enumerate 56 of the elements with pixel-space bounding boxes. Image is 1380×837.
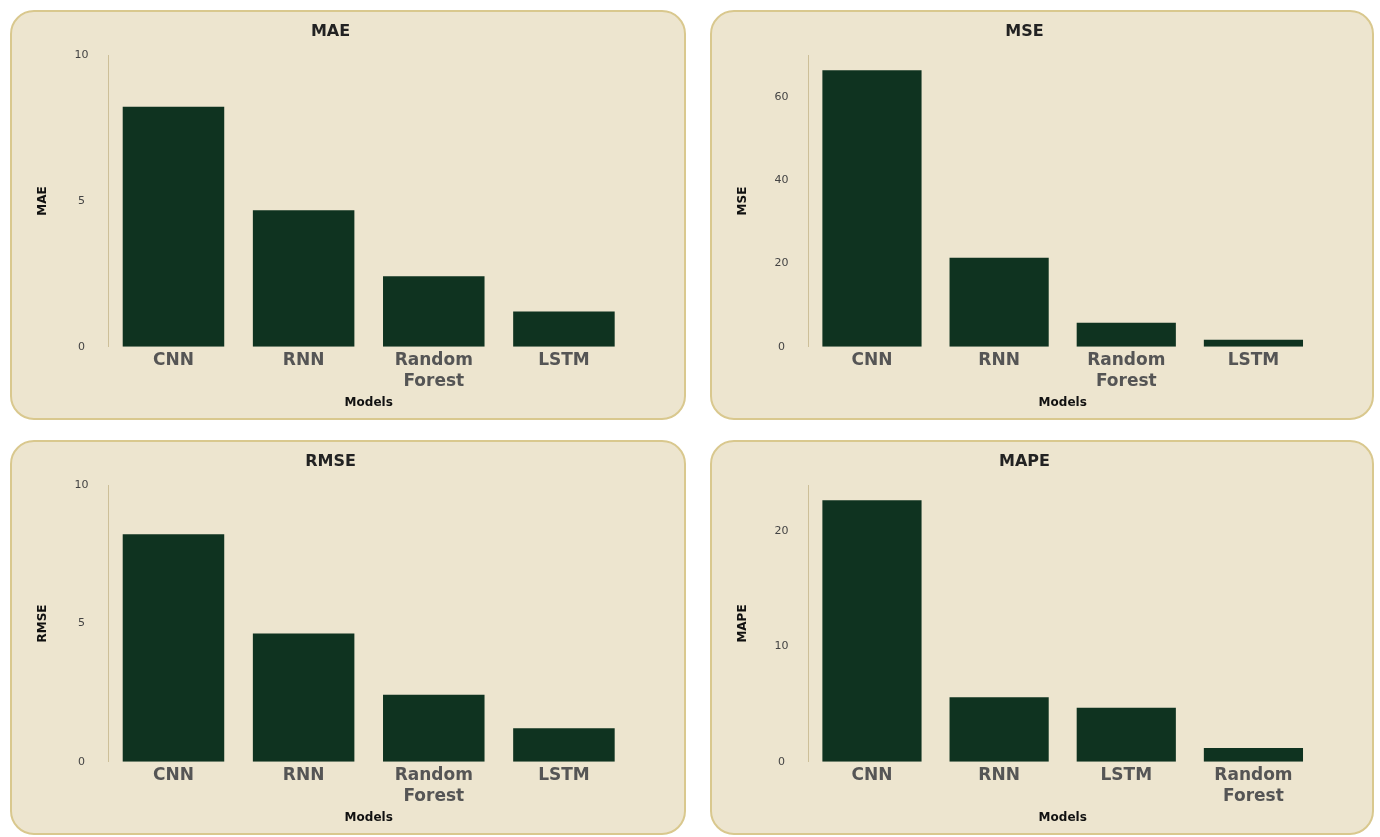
chart-title: MAPE <box>999 450 1050 470</box>
x-tick-label: RNN <box>978 764 1020 785</box>
x-tick-label: Random Forest <box>394 349 473 390</box>
bar <box>1076 707 1176 762</box>
bar <box>383 694 485 762</box>
x-tick-label: CNN <box>851 764 893 785</box>
y-axis-title: RMSE <box>35 604 50 643</box>
x-axis-title: Models <box>1038 394 1087 409</box>
chart-title: MSE <box>1005 20 1044 40</box>
chart-title: MAE <box>310 20 351 40</box>
bar <box>1203 747 1304 762</box>
bar <box>822 70 922 347</box>
x-tick-label: Random Forest <box>1087 349 1166 390</box>
bar <box>513 728 615 762</box>
bar <box>122 106 225 347</box>
x-tick-label: Random Forest <box>394 764 473 805</box>
x-axis-title: Models <box>344 809 393 824</box>
y-tick-label: 10 <box>74 478 89 492</box>
y-axis-title: MAPE <box>735 604 750 643</box>
bar <box>513 311 615 347</box>
x-tick-label: RNN <box>978 349 1020 370</box>
y-axis-title: MAE <box>35 186 50 216</box>
y-tick-label: 5 <box>77 616 85 630</box>
y-tick-label: 0 <box>77 754 85 768</box>
y-axis-title: MSE <box>735 186 750 216</box>
x-tick-label: RNN <box>282 349 325 370</box>
bar <box>822 500 922 762</box>
x-axis-title: Models <box>344 394 393 409</box>
x-tick-label: RNN <box>282 764 325 785</box>
x-tick-label: Random Forest <box>1214 764 1293 805</box>
bar <box>949 697 1049 762</box>
y-tick-label: 5 <box>77 193 85 207</box>
y-tick-label: 40 <box>774 173 789 187</box>
bar <box>949 257 1049 347</box>
y-tick-label: 0 <box>77 339 85 353</box>
x-tick-label: LSTM <box>1100 764 1153 785</box>
y-tick-label: 10 <box>74 48 89 62</box>
y-tick-label: 0 <box>777 339 785 353</box>
bar <box>383 276 485 347</box>
x-tick-label: CNN <box>851 349 893 370</box>
y-tick-label: 20 <box>774 256 789 270</box>
y-tick-label: 60 <box>774 89 789 103</box>
bar <box>122 534 225 762</box>
y-tick-label: 10 <box>774 639 789 653</box>
x-tick-label: LSTM <box>1227 349 1280 370</box>
bar <box>252 633 355 762</box>
bar <box>1076 322 1176 347</box>
x-tick-label: LSTM <box>538 764 590 785</box>
x-axis-title: Models <box>1038 809 1087 824</box>
x-tick-label: CNN <box>153 349 194 370</box>
y-tick-label: 20 <box>774 524 789 538</box>
y-tick-label: 0 <box>777 754 785 768</box>
x-tick-label: CNN <box>153 764 194 785</box>
bar <box>252 210 355 347</box>
chart-title: RMSE <box>305 450 356 470</box>
x-tick-label: LSTM <box>538 349 590 370</box>
